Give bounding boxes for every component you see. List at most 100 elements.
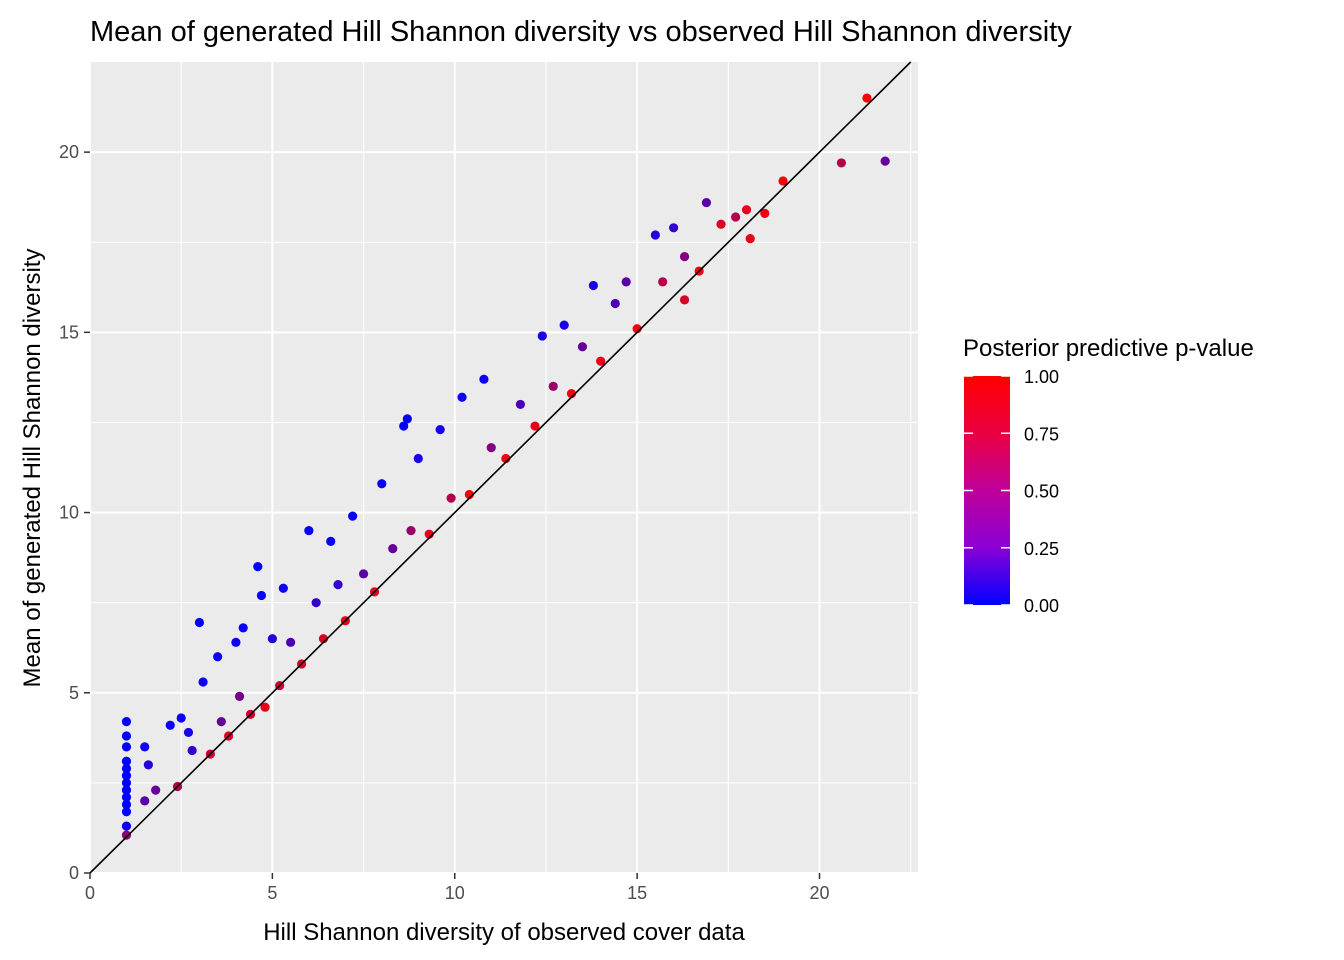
data-point	[650, 230, 660, 240]
x-tick-label: 20	[809, 883, 829, 903]
data-point	[121, 830, 132, 840]
legend-break-label: 0.75	[1024, 424, 1059, 444]
data-point	[311, 598, 321, 608]
data-point	[446, 493, 456, 503]
data-point	[716, 219, 726, 229]
data-point	[267, 634, 277, 644]
y-axis-title: Mean of generated Hill Shannon diversity	[19, 249, 46, 688]
data-point	[596, 356, 606, 366]
data-point	[679, 295, 690, 305]
x-tick-label: 5	[267, 883, 277, 903]
identity-reference-line	[89, 61, 912, 874]
data-point	[577, 342, 588, 352]
data-point	[176, 713, 186, 723]
data-point	[515, 399, 526, 410]
data-point	[121, 807, 132, 817]
data-point	[121, 731, 132, 741]
data-point	[486, 443, 496, 453]
data-point	[165, 720, 175, 730]
data-point	[260, 702, 270, 712]
data-point	[658, 277, 668, 287]
data-point	[253, 562, 263, 572]
data-point	[304, 525, 314, 536]
data-point	[862, 93, 872, 103]
data-point	[760, 208, 770, 218]
data-point	[537, 331, 547, 341]
data-point	[326, 536, 336, 546]
legend-ticks: 1.00 0.75 0.50 0.25 0.00	[964, 367, 1059, 616]
data-point	[121, 763, 132, 774]
data-point	[194, 617, 205, 628]
data-point	[231, 637, 241, 647]
data-point	[213, 652, 223, 662]
data-point	[588, 280, 598, 291]
y-tick-label: 0	[69, 863, 79, 883]
data-point	[778, 176, 788, 186]
y-tick-label: 10	[59, 503, 79, 523]
data-point	[198, 677, 208, 687]
minor-gridlines	[90, 62, 918, 873]
data-point	[358, 569, 369, 579]
data-point	[479, 374, 489, 384]
data-point	[388, 544, 398, 554]
data-point	[836, 158, 847, 168]
color-legend: Posterior predictive p-value 1.00 0.75 0.5…	[963, 335, 1254, 616]
data-point	[530, 421, 540, 431]
data-point	[679, 252, 690, 262]
data-point	[121, 771, 132, 781]
x-tick-label: 15	[627, 883, 647, 903]
data-point	[140, 796, 150, 806]
data-point	[121, 756, 132, 766]
y-tick-label: 5	[69, 683, 79, 703]
chart-title: Mean of generated Hill Shannon diversity…	[90, 16, 1072, 48]
data-point	[121, 792, 132, 802]
data-point	[880, 156, 890, 166]
x-tick-label: 0	[85, 883, 95, 903]
data-point	[377, 479, 387, 489]
legend-break-label: 1.00	[1024, 367, 1059, 387]
x-tick-label: 10	[445, 883, 465, 903]
data-point	[731, 212, 741, 222]
data-point	[140, 742, 150, 752]
data-point	[548, 381, 558, 391]
data-point	[399, 421, 409, 431]
data-point	[621, 277, 631, 287]
data-point	[610, 298, 620, 309]
data-point	[745, 234, 755, 244]
data-point	[121, 778, 132, 788]
data-point	[216, 717, 226, 727]
major-gridlines	[89, 62, 918, 874]
data-point	[256, 590, 267, 601]
data-point	[333, 580, 343, 590]
data-point	[121, 717, 132, 727]
data-point	[121, 742, 132, 752]
data-point	[121, 821, 132, 831]
data-point	[348, 511, 358, 521]
data-point	[402, 414, 412, 424]
y-axis: 0 5 10 15 20	[59, 142, 90, 883]
data-point	[457, 392, 467, 402]
data-point	[413, 453, 423, 464]
legend-break-label: 0.00	[1024, 596, 1059, 616]
data-point	[701, 197, 712, 208]
data-point	[741, 205, 752, 215]
data-point	[183, 727, 194, 738]
data-point	[278, 583, 288, 593]
legend-title: Posterior predictive p-value	[963, 335, 1254, 362]
x-axis-title: Hill Shannon diversity of observed cover…	[263, 919, 745, 946]
y-tick-label: 20	[59, 142, 79, 162]
y-tick-label: 15	[59, 322, 79, 342]
legend-break-label: 0.25	[1024, 539, 1059, 559]
data-point	[187, 745, 197, 756]
data-point	[121, 799, 132, 810]
legend-break-label: 0.50	[1024, 482, 1059, 502]
data-point	[238, 623, 248, 633]
data-point	[286, 637, 296, 647]
data-point	[151, 785, 161, 795]
data-point	[559, 320, 569, 330]
data-point	[669, 223, 679, 233]
data-point	[406, 525, 416, 536]
data-point	[234, 691, 245, 701]
x-axis: 0 5 10 15 20	[85, 873, 830, 903]
